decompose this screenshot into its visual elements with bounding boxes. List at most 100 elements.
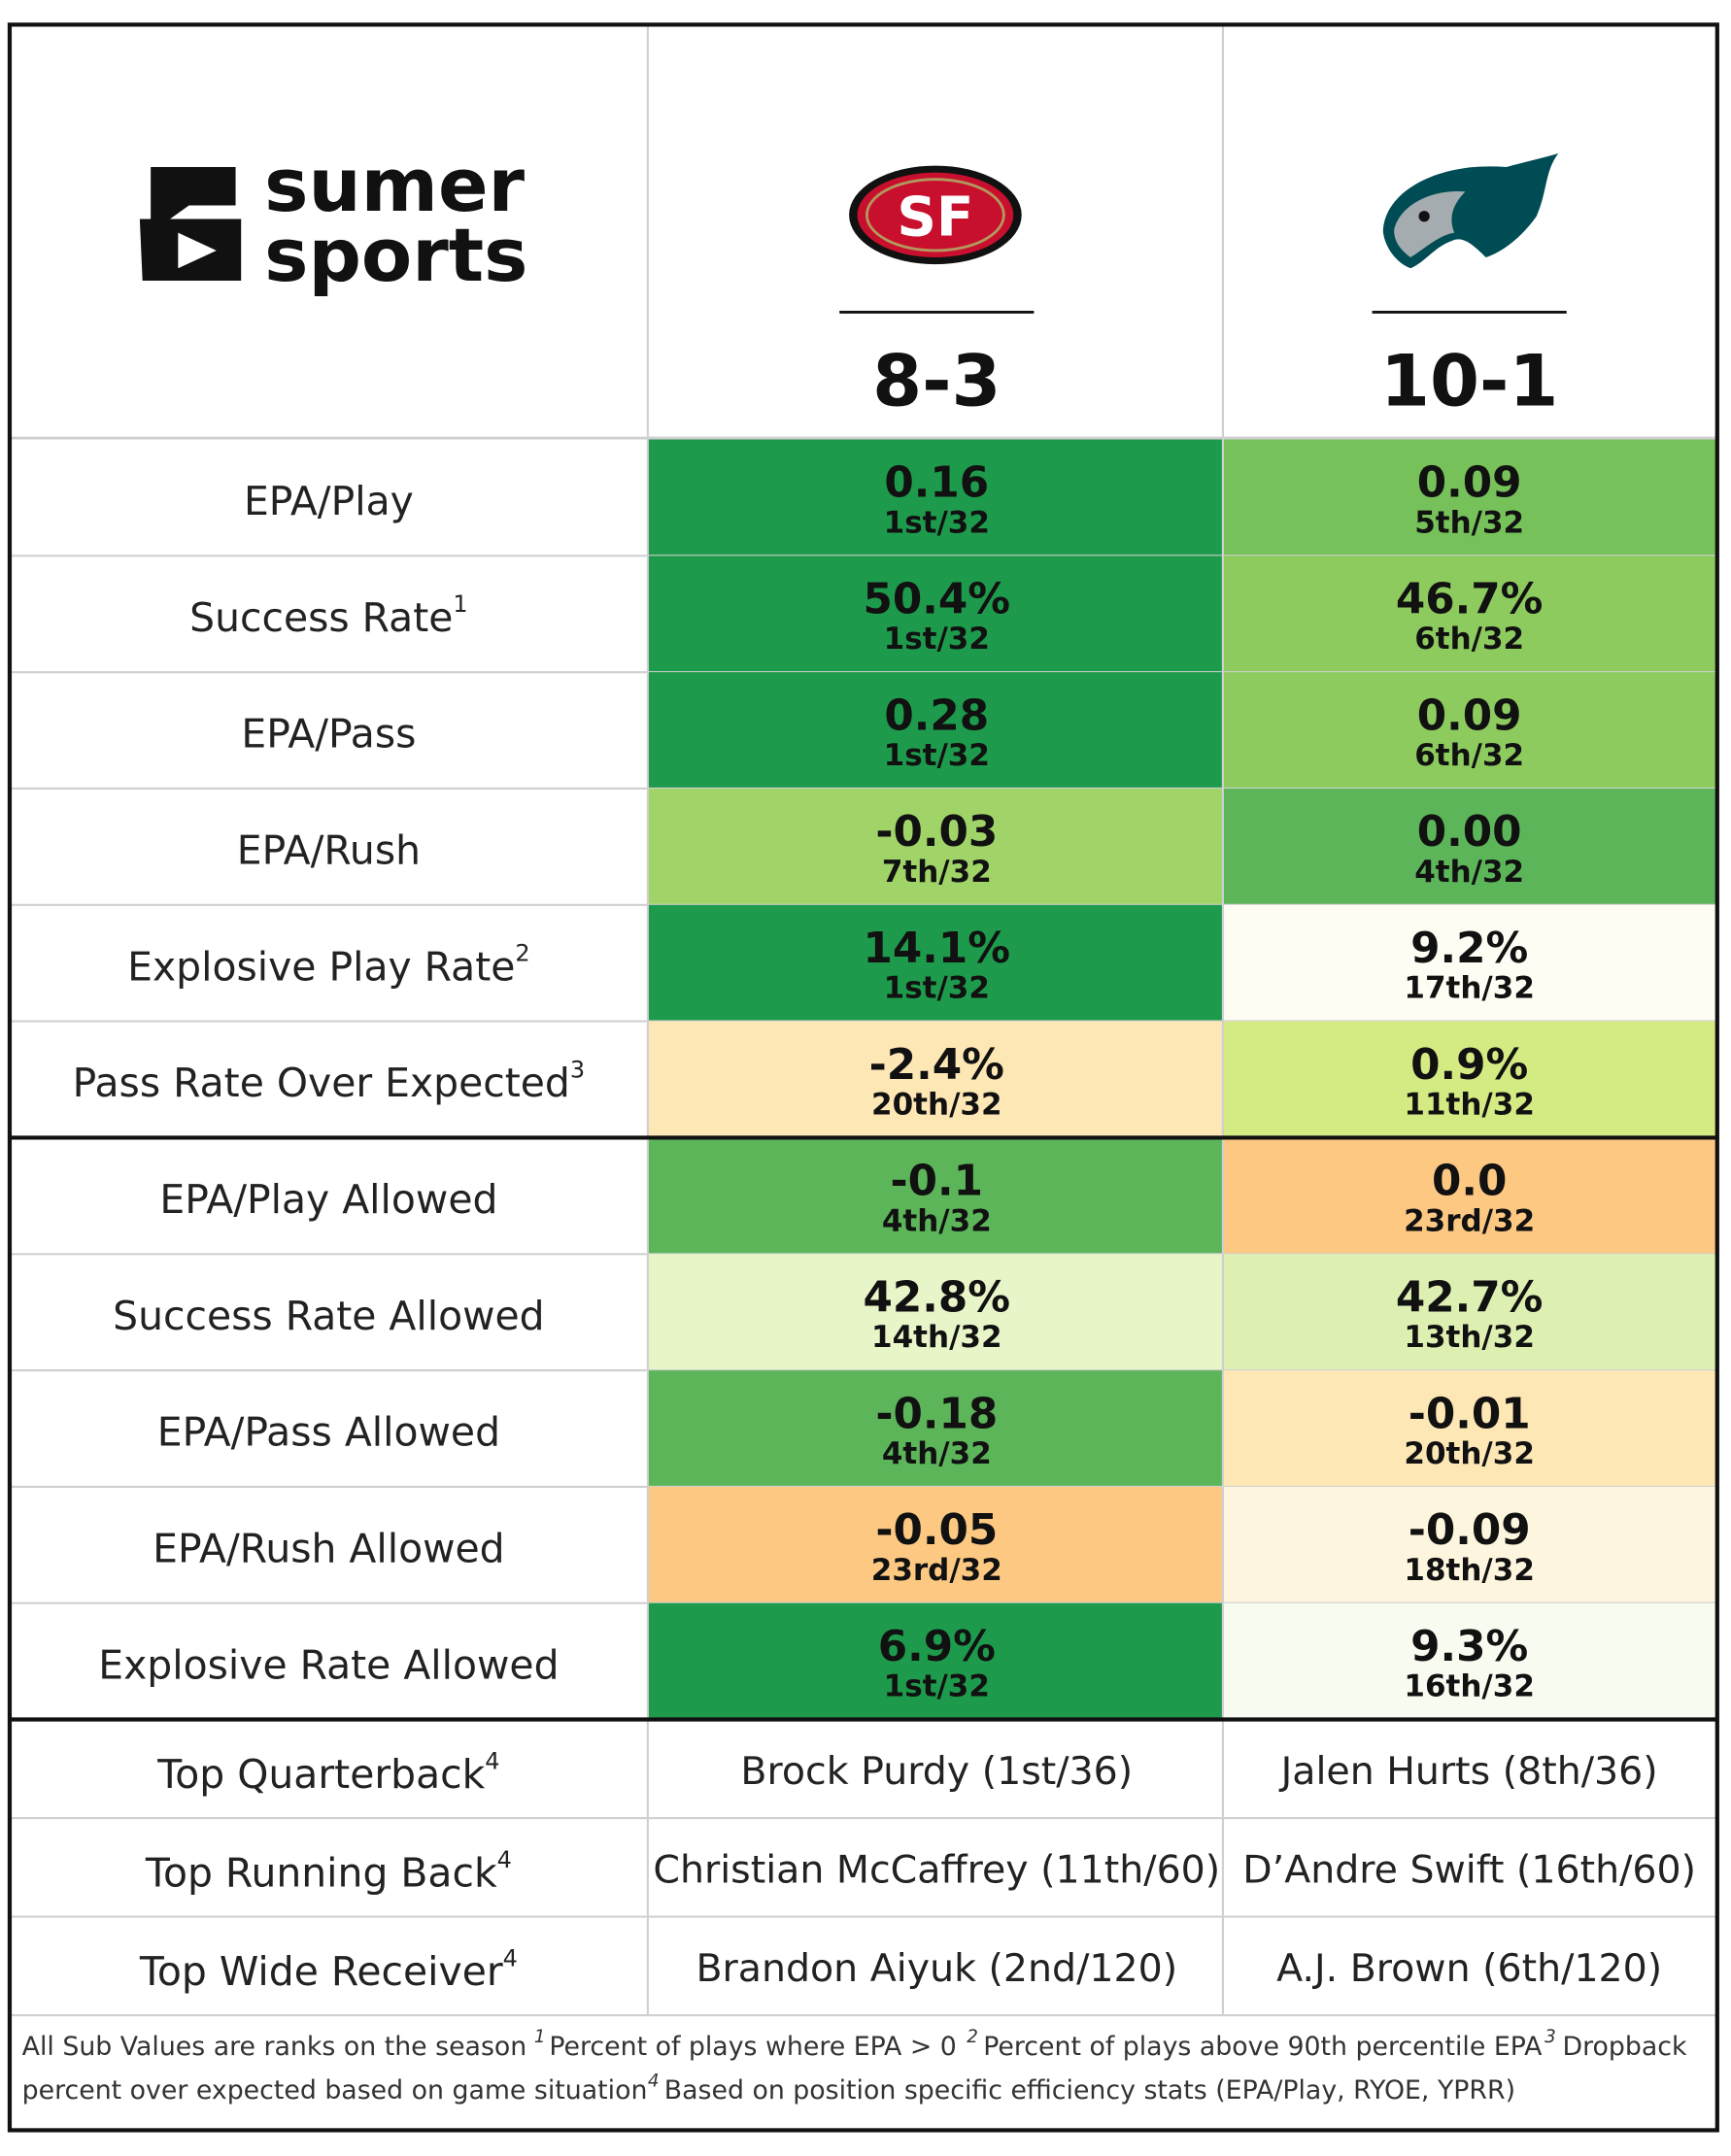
player-name: Christian McCaffrey (11th/60) <box>653 1847 1220 1892</box>
stat-cell <box>1222 1370 1716 1487</box>
stat-value: -0.09 <box>1409 1505 1531 1555</box>
footnote-text: Dropback <box>1563 2032 1687 2062</box>
label-text: EPA/Play <box>244 478 414 524</box>
footnote-marker: 2 <box>967 2027 978 2047</box>
stat-rank: 4th/32 <box>882 1436 992 1471</box>
stat-cell <box>647 904 1223 1022</box>
stat-cell <box>647 672 1223 789</box>
stat-value: 46.7% <box>1396 575 1544 624</box>
stat-rank: 5th/32 <box>1414 505 1524 540</box>
footnote-text: Percent of plays above 90th percentile E… <box>983 2032 1543 2062</box>
stat-value: -2.4% <box>869 1040 1004 1090</box>
stat-rank: 1st/32 <box>884 622 990 657</box>
player-name: Brandon Aiyuk (2nd/120) <box>696 1946 1177 1991</box>
stat-rank: 23rd/32 <box>871 1553 1002 1588</box>
stat-cell <box>647 439 1223 556</box>
player-name: Brock Purdy (1st/36) <box>740 1749 1133 1794</box>
label-text: Top Wide Receiver <box>139 1948 503 1995</box>
footnote-text: Based on position specific efficiency st… <box>664 2075 1515 2105</box>
stat-value: 0.28 <box>884 691 989 740</box>
player-name: Jalen Hurts (8th/36) <box>1278 1749 1658 1794</box>
row-label: EPA/Play Allowed <box>159 1176 497 1223</box>
stat-value: -0.01 <box>1409 1389 1531 1438</box>
stat-rank: 6th/32 <box>1414 622 1524 657</box>
logo-text: sports <box>264 212 527 298</box>
stat-rank: 1st/32 <box>884 971 990 1006</box>
stat-value: 6.9% <box>878 1622 996 1671</box>
stat-cell <box>647 1254 1223 1371</box>
svg-text:SF: SF <box>897 185 973 249</box>
row-label: EPA/Pass <box>241 711 416 758</box>
row-label: Success Rate Allowed <box>113 1293 544 1339</box>
stat-rank: 4th/32 <box>882 1203 992 1238</box>
table-border <box>7 22 1719 2133</box>
stat-value: 0.00 <box>1417 807 1522 857</box>
player-name: A.J. Brown (6th/120) <box>1276 1946 1662 1991</box>
stat-cell <box>1222 439 1716 556</box>
footnote-text: percent over expected based on game situ… <box>22 2075 648 2105</box>
stat-cell <box>647 1486 1223 1603</box>
footnote-marker: 4 <box>648 2071 660 2091</box>
stat-value: 14.1% <box>864 924 1011 973</box>
stat-rank: 14th/32 <box>871 1320 1002 1355</box>
footnote-marker: 3 <box>1544 2027 1556 2047</box>
row-label: Pass Rate Over Expected3 <box>73 1056 585 1106</box>
stat-rank: 11th/32 <box>1404 1087 1535 1122</box>
stat-cell <box>647 1602 1223 1720</box>
stat-value: 0.0 <box>1432 1157 1507 1206</box>
row-label: Top Running Back4 <box>145 1846 512 1897</box>
stat-rank: 7th/32 <box>882 855 992 890</box>
logo-icon <box>139 166 242 281</box>
footnote-marker: 2 <box>515 940 529 967</box>
row-label: Top Wide Receiver4 <box>139 1944 518 1995</box>
stat-value: 42.7% <box>1396 1272 1544 1322</box>
stat-rank: 13th/32 <box>1404 1320 1535 1355</box>
footnote-intro: All Sub Values are ranks on the season <box>22 2032 527 2062</box>
label-text: EPA/Rush <box>237 827 421 874</box>
footnote-marker: 4 <box>497 1846 512 1873</box>
stat-rank: 4th/32 <box>1414 855 1524 890</box>
stat-value: 9.2% <box>1410 924 1528 973</box>
stat-rank: 1st/32 <box>884 738 990 773</box>
team-logo: SF <box>849 165 1022 265</box>
label-text: Success Rate <box>189 594 453 641</box>
stat-cell <box>1222 672 1716 789</box>
team-record: 10-1 <box>1380 340 1558 422</box>
stat-rank: 23rd/32 <box>1404 1203 1535 1238</box>
stat-value: 50.4% <box>864 575 1011 624</box>
stat-cell <box>1222 556 1716 673</box>
team-logo <box>1382 152 1559 269</box>
row-label: EPA/Rush <box>237 827 421 874</box>
row-label: Success Rate1 <box>189 590 468 641</box>
row-label: Explosive Rate Allowed <box>98 1641 559 1688</box>
stat-rank: 1st/32 <box>884 505 990 540</box>
label-text: EPA/Pass <box>241 711 416 758</box>
stat-cell <box>647 1370 1223 1487</box>
label-text: Top Quarterback <box>156 1751 485 1798</box>
stat-rank: 6th/32 <box>1414 738 1524 773</box>
footnote-marker: 3 <box>570 1056 585 1083</box>
stat-rank: 20th/32 <box>871 1087 1002 1122</box>
stat-cell <box>647 556 1223 673</box>
stat-value: 42.8% <box>864 1272 1011 1322</box>
stat-rank: 16th/32 <box>1404 1669 1535 1704</box>
row-label: Top Quarterback4 <box>156 1747 499 1798</box>
team-record: 8-3 <box>872 340 1001 422</box>
stat-cell <box>647 1137 1223 1255</box>
stat-cell <box>1222 904 1716 1022</box>
player-name: D’Andre Swift (16th/60) <box>1242 1847 1696 1892</box>
label-text: Top Running Back <box>145 1850 497 1897</box>
stat-cell <box>1222 1486 1716 1603</box>
stat-value: 0.16 <box>884 458 989 508</box>
label-text: Explosive Play Rate <box>127 943 515 990</box>
stat-value: 0.09 <box>1417 691 1522 740</box>
row-label: Explosive Play Rate2 <box>127 940 530 991</box>
stat-rank: 17th/32 <box>1404 971 1535 1006</box>
stat-cell <box>1222 788 1716 905</box>
footnote-marker: 4 <box>503 1944 518 1971</box>
footnote-marker: 4 <box>485 1747 499 1774</box>
label-text: EPA/Play Allowed <box>159 1176 497 1223</box>
label-text: Explosive Rate Allowed <box>98 1641 559 1688</box>
